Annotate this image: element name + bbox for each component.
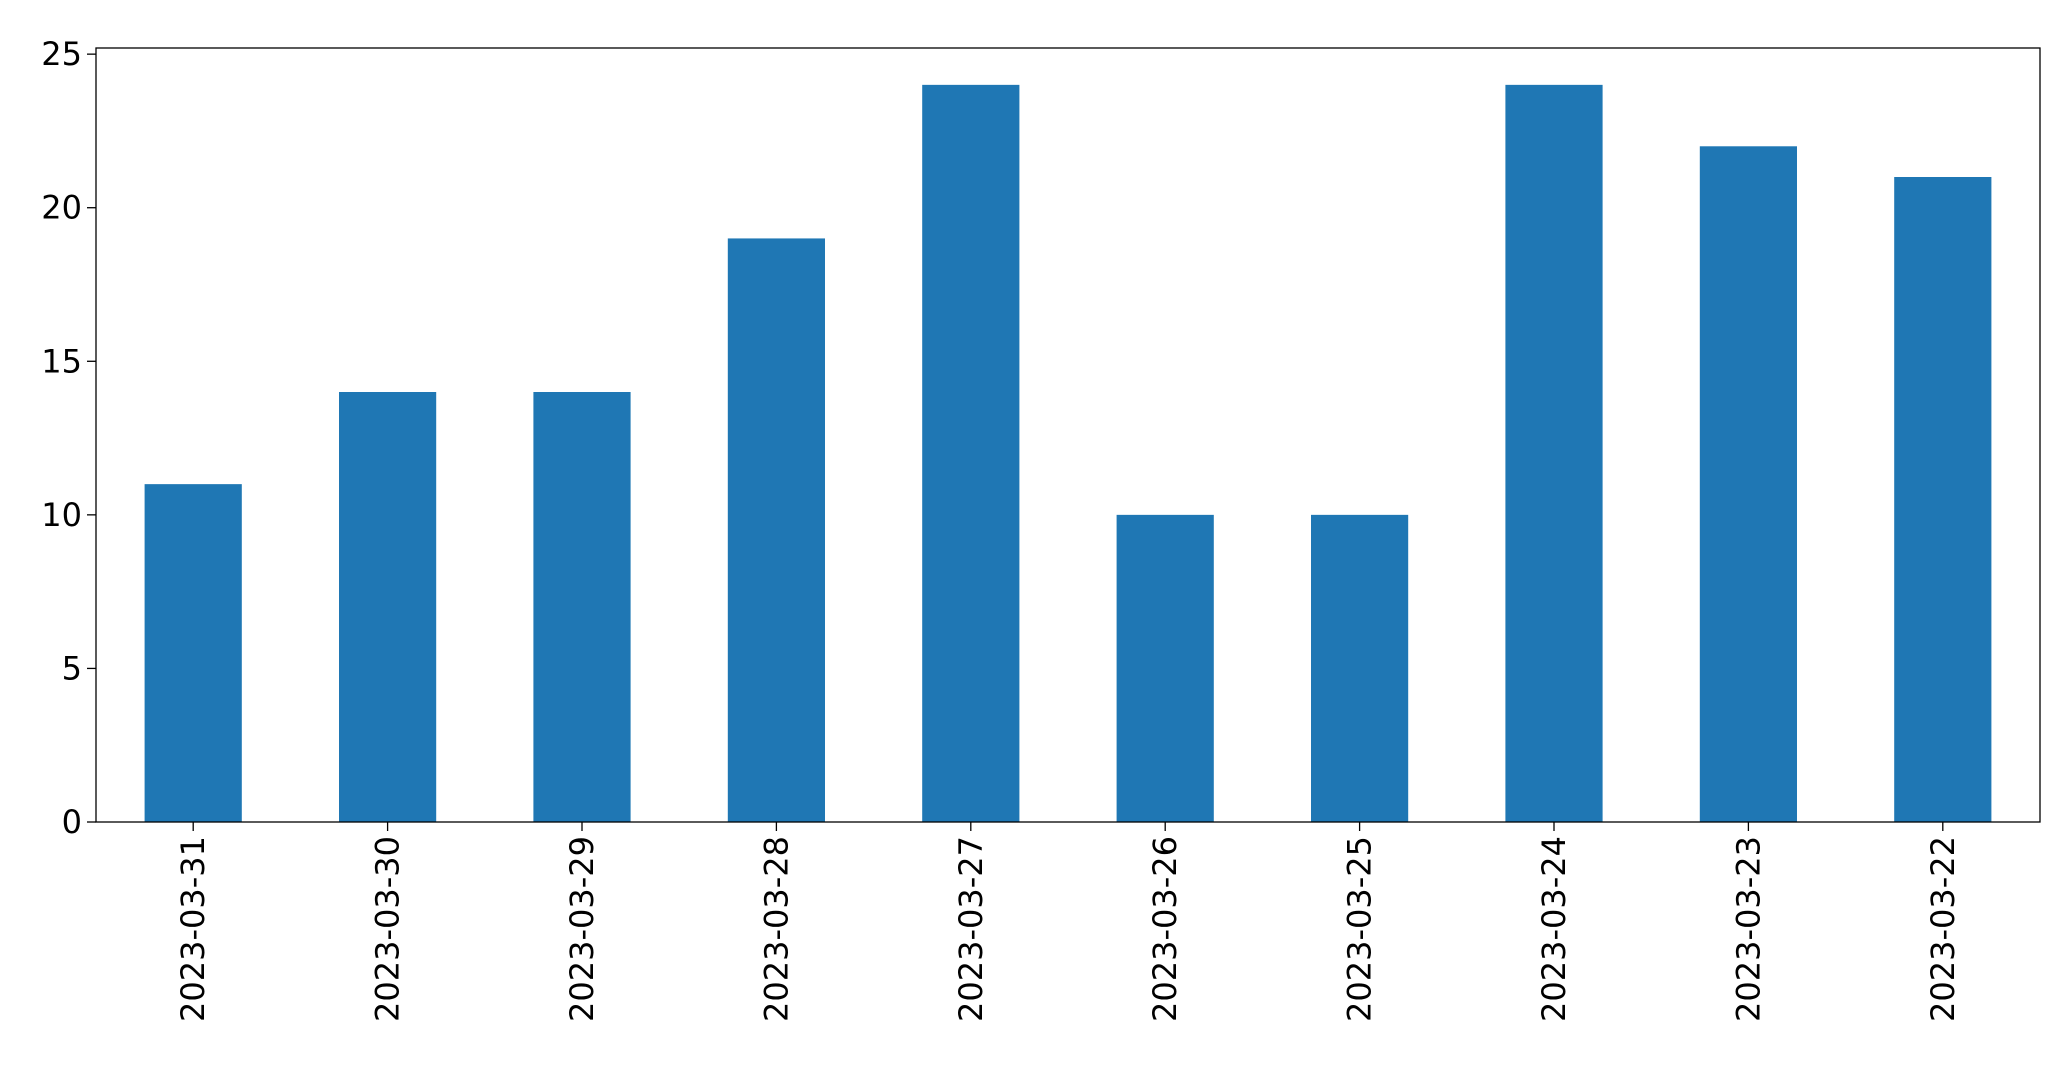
y-tick-label: 10: [41, 496, 82, 534]
x-tick-label: 2023-03-26: [1146, 836, 1184, 1022]
bar: [1894, 177, 1992, 822]
x-tick-label: 2023-03-27: [952, 836, 990, 1022]
y-tick-label: 20: [41, 189, 82, 227]
bar: [339, 392, 437, 822]
y-tick-label: 15: [41, 342, 82, 380]
bar: [727, 238, 825, 822]
bar: [922, 84, 1020, 823]
bar: [1311, 514, 1409, 822]
y-tick-label: 0: [62, 803, 82, 841]
x-tick-label: 2023-03-25: [1341, 836, 1379, 1022]
x-tick-label: 2023-03-29: [563, 836, 601, 1022]
x-tick-label: 2023-03-28: [757, 836, 795, 1022]
x-tick-label: 2023-03-24: [1535, 836, 1573, 1022]
bar: [1505, 84, 1603, 823]
plot-frame: [95, 47, 2041, 823]
y-tick-label: 5: [62, 649, 82, 687]
bar: [1699, 146, 1797, 823]
x-tick-label: 2023-03-23: [1729, 836, 1767, 1022]
bar: [1116, 514, 1214, 822]
bar: [144, 484, 242, 822]
x-tick-label: 2023-03-22: [1924, 836, 1962, 1022]
bar: [533, 392, 631, 822]
y-tick-label: 25: [41, 35, 82, 73]
x-tick-label: 2023-03-30: [369, 836, 407, 1022]
x-tick-label: 2023-03-31: [174, 836, 212, 1022]
